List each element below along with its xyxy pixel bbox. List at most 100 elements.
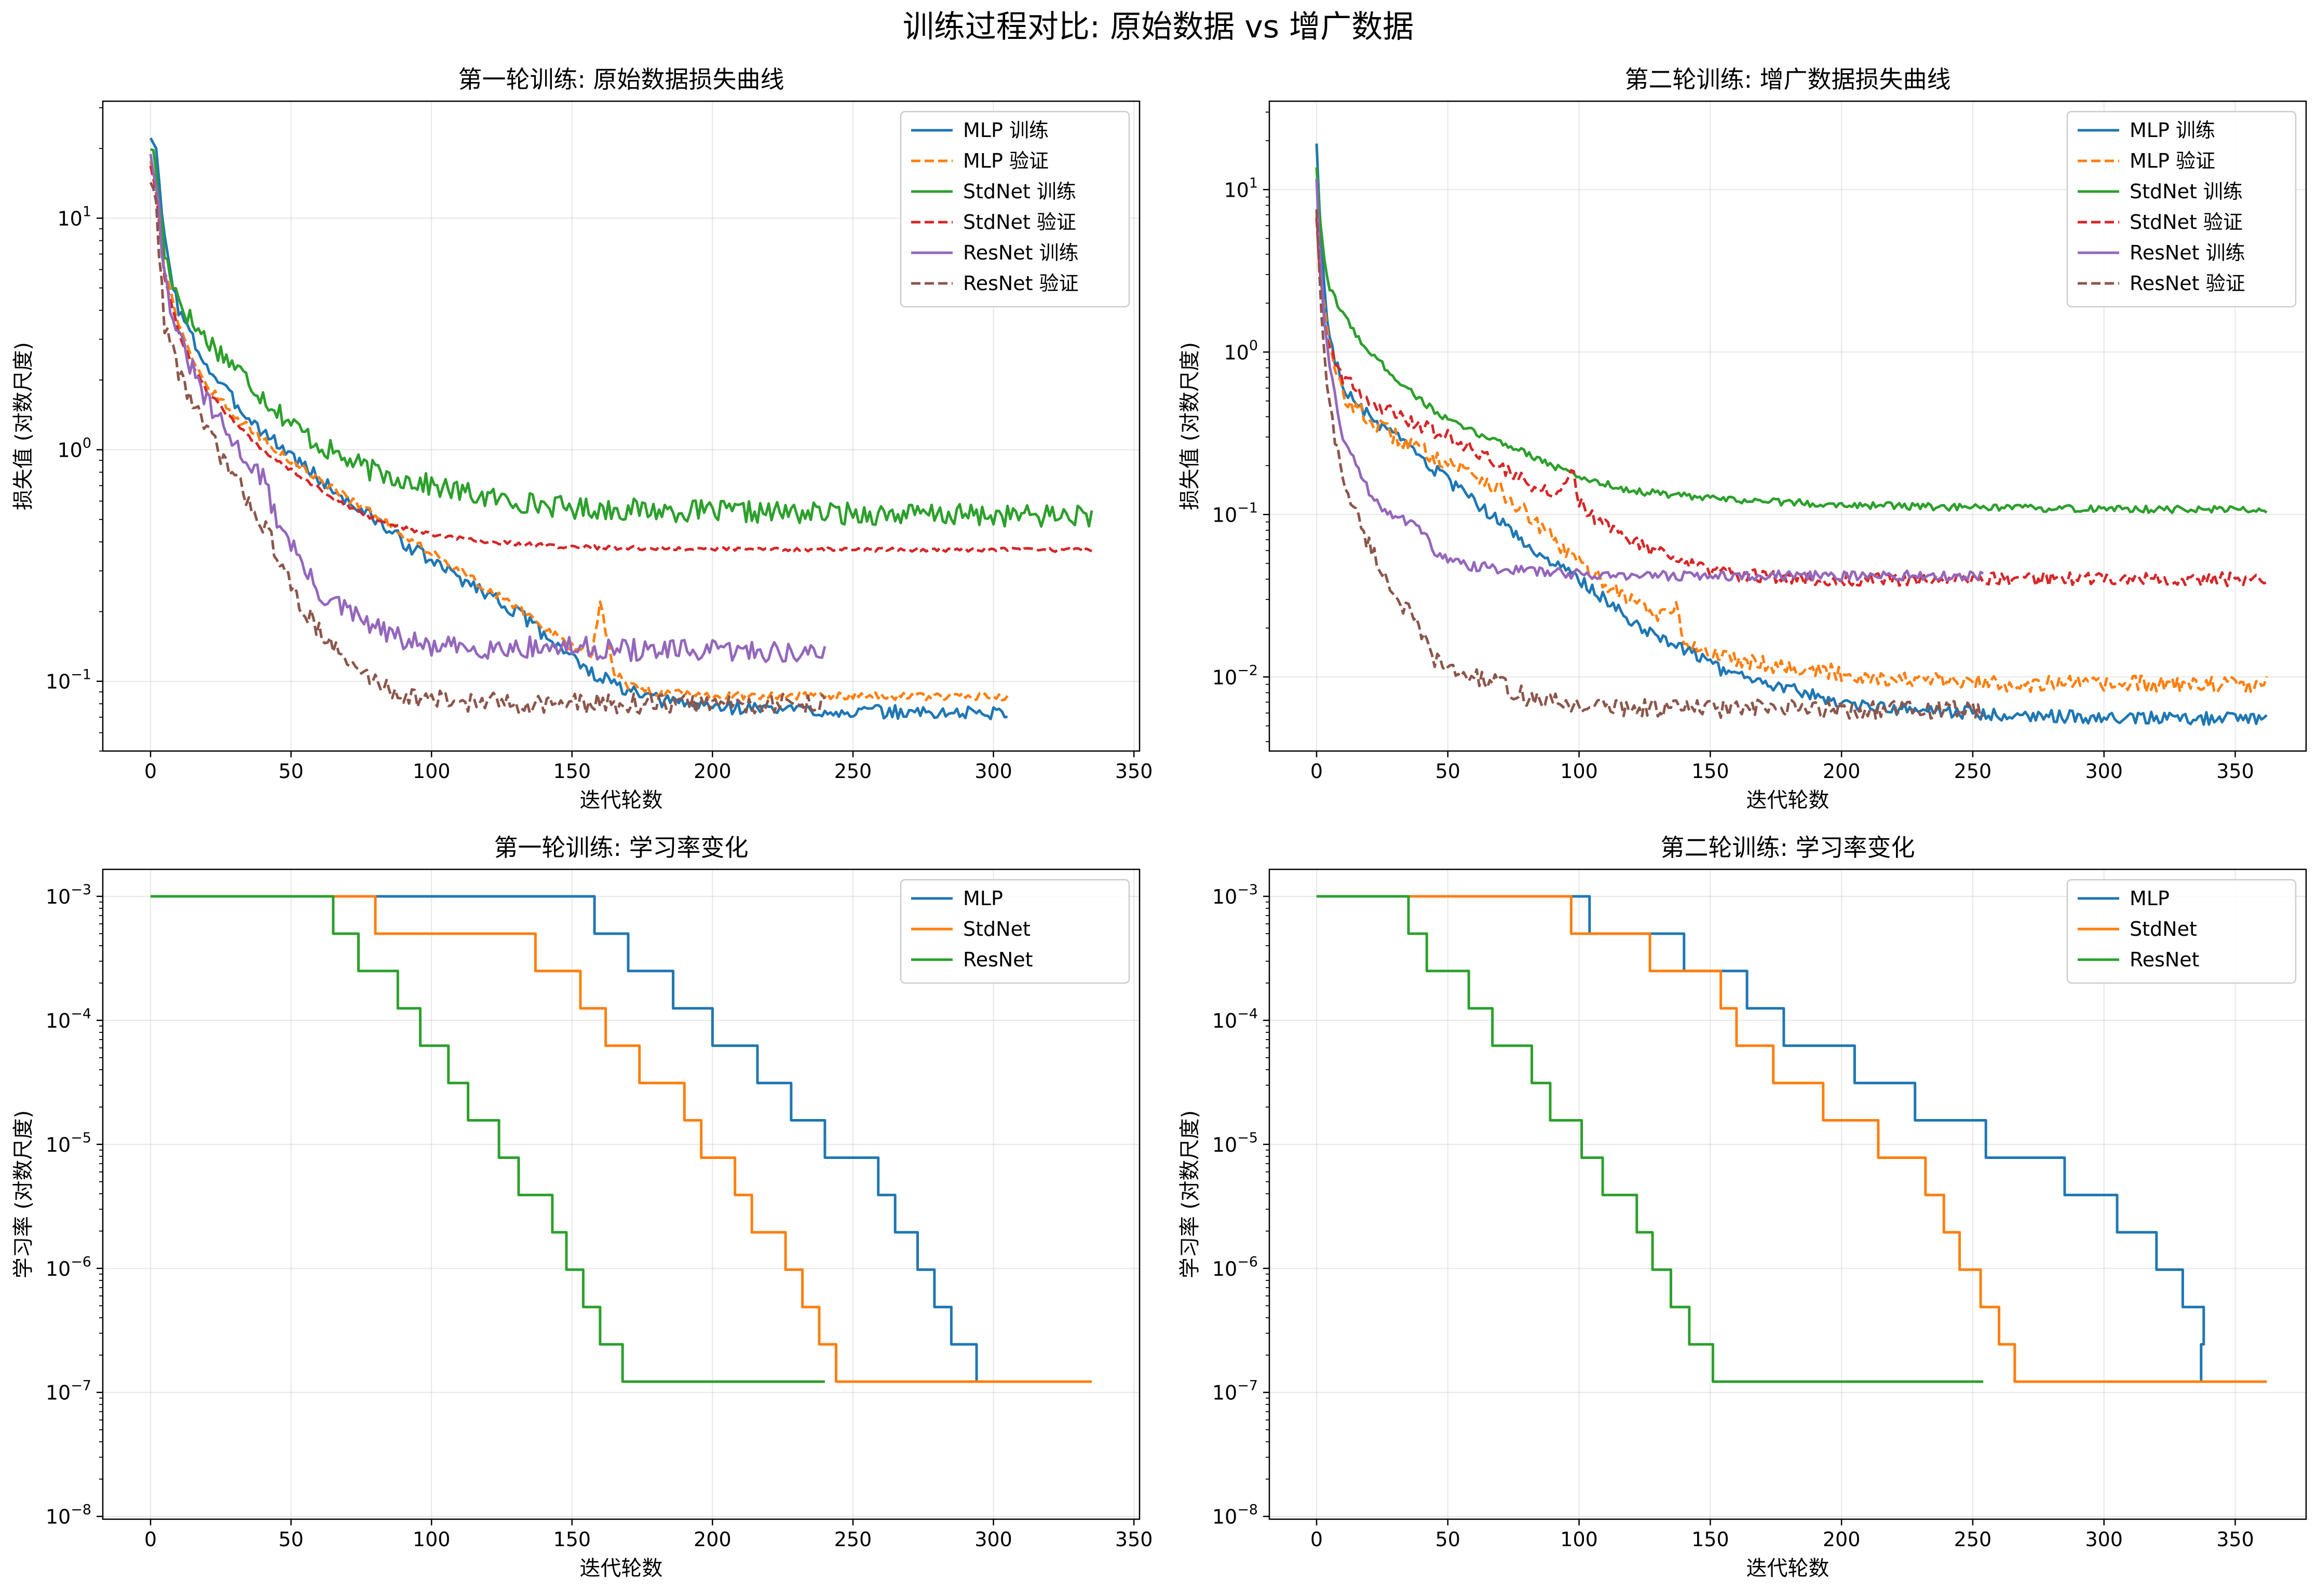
x-tick-label: 100: [1560, 1528, 1598, 1551]
legend-box: [900, 111, 1130, 308]
series-line-3: [1317, 895, 1984, 1383]
series-line-2: [1317, 895, 2267, 1383]
y-axis-label: 损失值 (对数尺度): [1178, 342, 1202, 510]
legend-label: MLP: [2130, 887, 2170, 910]
chart-title: 第一轮训练: 学习率变化: [494, 834, 748, 862]
series-line-2: [1315, 218, 2268, 694]
x-tick-label: 200: [694, 760, 731, 783]
series-line-3: [150, 148, 1093, 528]
legend-label: MLP: [963, 887, 1003, 910]
chart-title: 第二轮训练: 增广数据损失曲线: [1624, 65, 1950, 93]
legend-label: ResNet: [963, 948, 1033, 971]
x-tick-label: 0: [144, 760, 157, 783]
x-tick-label: 0: [1310, 760, 1323, 783]
x-tick-label: 50: [1435, 1528, 1460, 1551]
legend-label: StdNet: [2130, 918, 2197, 940]
y-axis-label: 损失值 (对数尺度): [11, 342, 35, 510]
x-tick-label: 350: [2216, 760, 2254, 783]
legend: MLP StdNet ResNet: [2066, 879, 2297, 984]
legend-label: ResNet 训练: [2130, 241, 2245, 264]
x-tick-label: 150: [1691, 760, 1729, 783]
x-tick-label: 300: [2085, 760, 2123, 783]
x-tick-label: 300: [974, 1528, 1012, 1551]
y-axis-label: 学习率 (对数尺度): [11, 1110, 35, 1278]
series-line-3: [151, 895, 825, 1383]
y-tick-label: 10−1: [1212, 500, 1258, 526]
axes-frame: [1268, 100, 2307, 752]
series-line-5: [1315, 179, 1984, 582]
x-tick-label: 250: [834, 1528, 872, 1551]
axes-frame: [102, 100, 1141, 752]
legend-box: [900, 879, 1130, 984]
x-tick-label: 150: [553, 760, 591, 783]
lr-chart-round2: 第二轮训练: 学习率变化 0 50 100 150 200 250 300 350 10−8 10−…: [1178, 834, 2307, 1580]
x-tick-label: 200: [1823, 760, 1861, 783]
y-tick-label: 10−4: [1212, 1006, 1258, 1032]
x-tick-label: 350: [1115, 1528, 1153, 1551]
axes-frame: [102, 868, 1141, 1520]
y-tick-label: 100: [1224, 337, 1258, 364]
legend-label: StdNet 训练: [2130, 180, 2243, 203]
y-tick-label: 10−7: [46, 1378, 91, 1404]
loss-chart-round2: 第二轮训练: 增广数据损失曲线 0 50 100 150 200 250 300 350 10−2…: [1178, 65, 2307, 812]
x-axis-label: 迭代轮数: [1746, 1557, 1830, 1580]
legend-label: StdNet 训练: [963, 180, 1076, 203]
legend-label: MLP 训练: [963, 119, 1049, 142]
y-tick-label: 10−3: [46, 882, 91, 908]
series-line-1: [149, 137, 1008, 720]
plot-area: [1315, 143, 2268, 726]
y-tick-label: 10−6: [46, 1254, 91, 1280]
legend-label: ResNet 验证: [2130, 272, 2245, 295]
x-tick-label: 0: [1310, 1528, 1323, 1551]
series-line-1: [151, 895, 1092, 1383]
series-line-4: [149, 165, 1093, 553]
x-tick-label: 350: [2216, 1528, 2254, 1551]
series-line-5: [149, 154, 826, 663]
y-tick-label: 10−4: [46, 1006, 91, 1032]
x-axis-label: 迭代轮数: [580, 1557, 663, 1580]
x-tick-label: 0: [144, 1528, 157, 1551]
y-tick-label: 10−2: [1212, 662, 1258, 689]
plot-area: [1317, 895, 2267, 1383]
x-tick-label: 100: [1560, 760, 1598, 783]
x-tick-label: 300: [2085, 1528, 2123, 1551]
x-tick-label: 150: [553, 1528, 591, 1551]
x-tick-label: 100: [413, 760, 451, 783]
y-tick-label: 101: [57, 203, 91, 230]
legend-label: MLP 验证: [2130, 149, 2215, 172]
legend-box: [2066, 879, 2297, 984]
plot-area: [149, 137, 1093, 720]
series-line-4: [1315, 217, 2268, 588]
y-tick-label: 10−8: [46, 1502, 91, 1529]
chart-title: 第二轮训练: 学习率变化: [1660, 834, 1915, 862]
loss-chart-round1: 第一轮训练: 原始数据损失曲线 0 50 100 150 200 250 300 350 10−1…: [11, 65, 1153, 812]
legend-label: ResNet 训练: [963, 241, 1079, 264]
legend-label: StdNet: [963, 918, 1031, 940]
legend-label: ResNet: [2130, 948, 2200, 971]
plot-area: [151, 895, 1092, 1383]
y-tick-label: 100: [57, 435, 91, 462]
x-tick-label: 50: [278, 760, 303, 783]
legend-label: MLP 训练: [2130, 119, 2215, 142]
legend-box: [2066, 111, 2297, 308]
x-tick-label: 350: [1115, 760, 1153, 783]
legend: MLP StdNet ResNet: [900, 879, 1130, 984]
legend-label: MLP 验证: [963, 149, 1049, 172]
x-tick-label: 200: [694, 1528, 731, 1551]
legend-label: StdNet 验证: [2130, 211, 2243, 234]
x-tick-label: 50: [1435, 760, 1460, 783]
y-tick-label: 10−1: [46, 667, 91, 693]
y-tick-label: 101: [1224, 175, 1258, 201]
lr-chart-round1: 第一轮训练: 学习率变化 0 50 100 150 200 250 300 350 10−8 10−…: [11, 834, 1153, 1580]
y-tick-label: 10−3: [1212, 882, 1258, 908]
y-tick-label: 10−5: [1212, 1130, 1258, 1156]
legend-label: ResNet 验证: [963, 272, 1079, 295]
series-line-3: [1315, 167, 2268, 514]
chart-title: 第一轮训练: 原始数据损失曲线: [458, 65, 784, 93]
series-line-6: [1315, 209, 1984, 720]
figure-suptitle: 训练过程对比: 原始数据 vs 增广数据: [903, 9, 1414, 45]
x-tick-label: 150: [1691, 1528, 1729, 1551]
series-line-2: [151, 895, 1092, 1383]
legend-label: StdNet 验证: [963, 211, 1076, 234]
x-axis-label: 迭代轮数: [580, 788, 663, 812]
